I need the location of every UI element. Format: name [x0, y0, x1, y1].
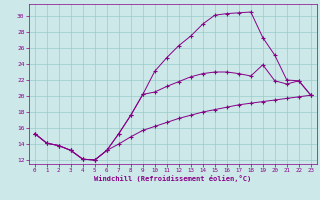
X-axis label: Windchill (Refroidissement éolien,°C): Windchill (Refroidissement éolien,°C)	[94, 175, 252, 182]
